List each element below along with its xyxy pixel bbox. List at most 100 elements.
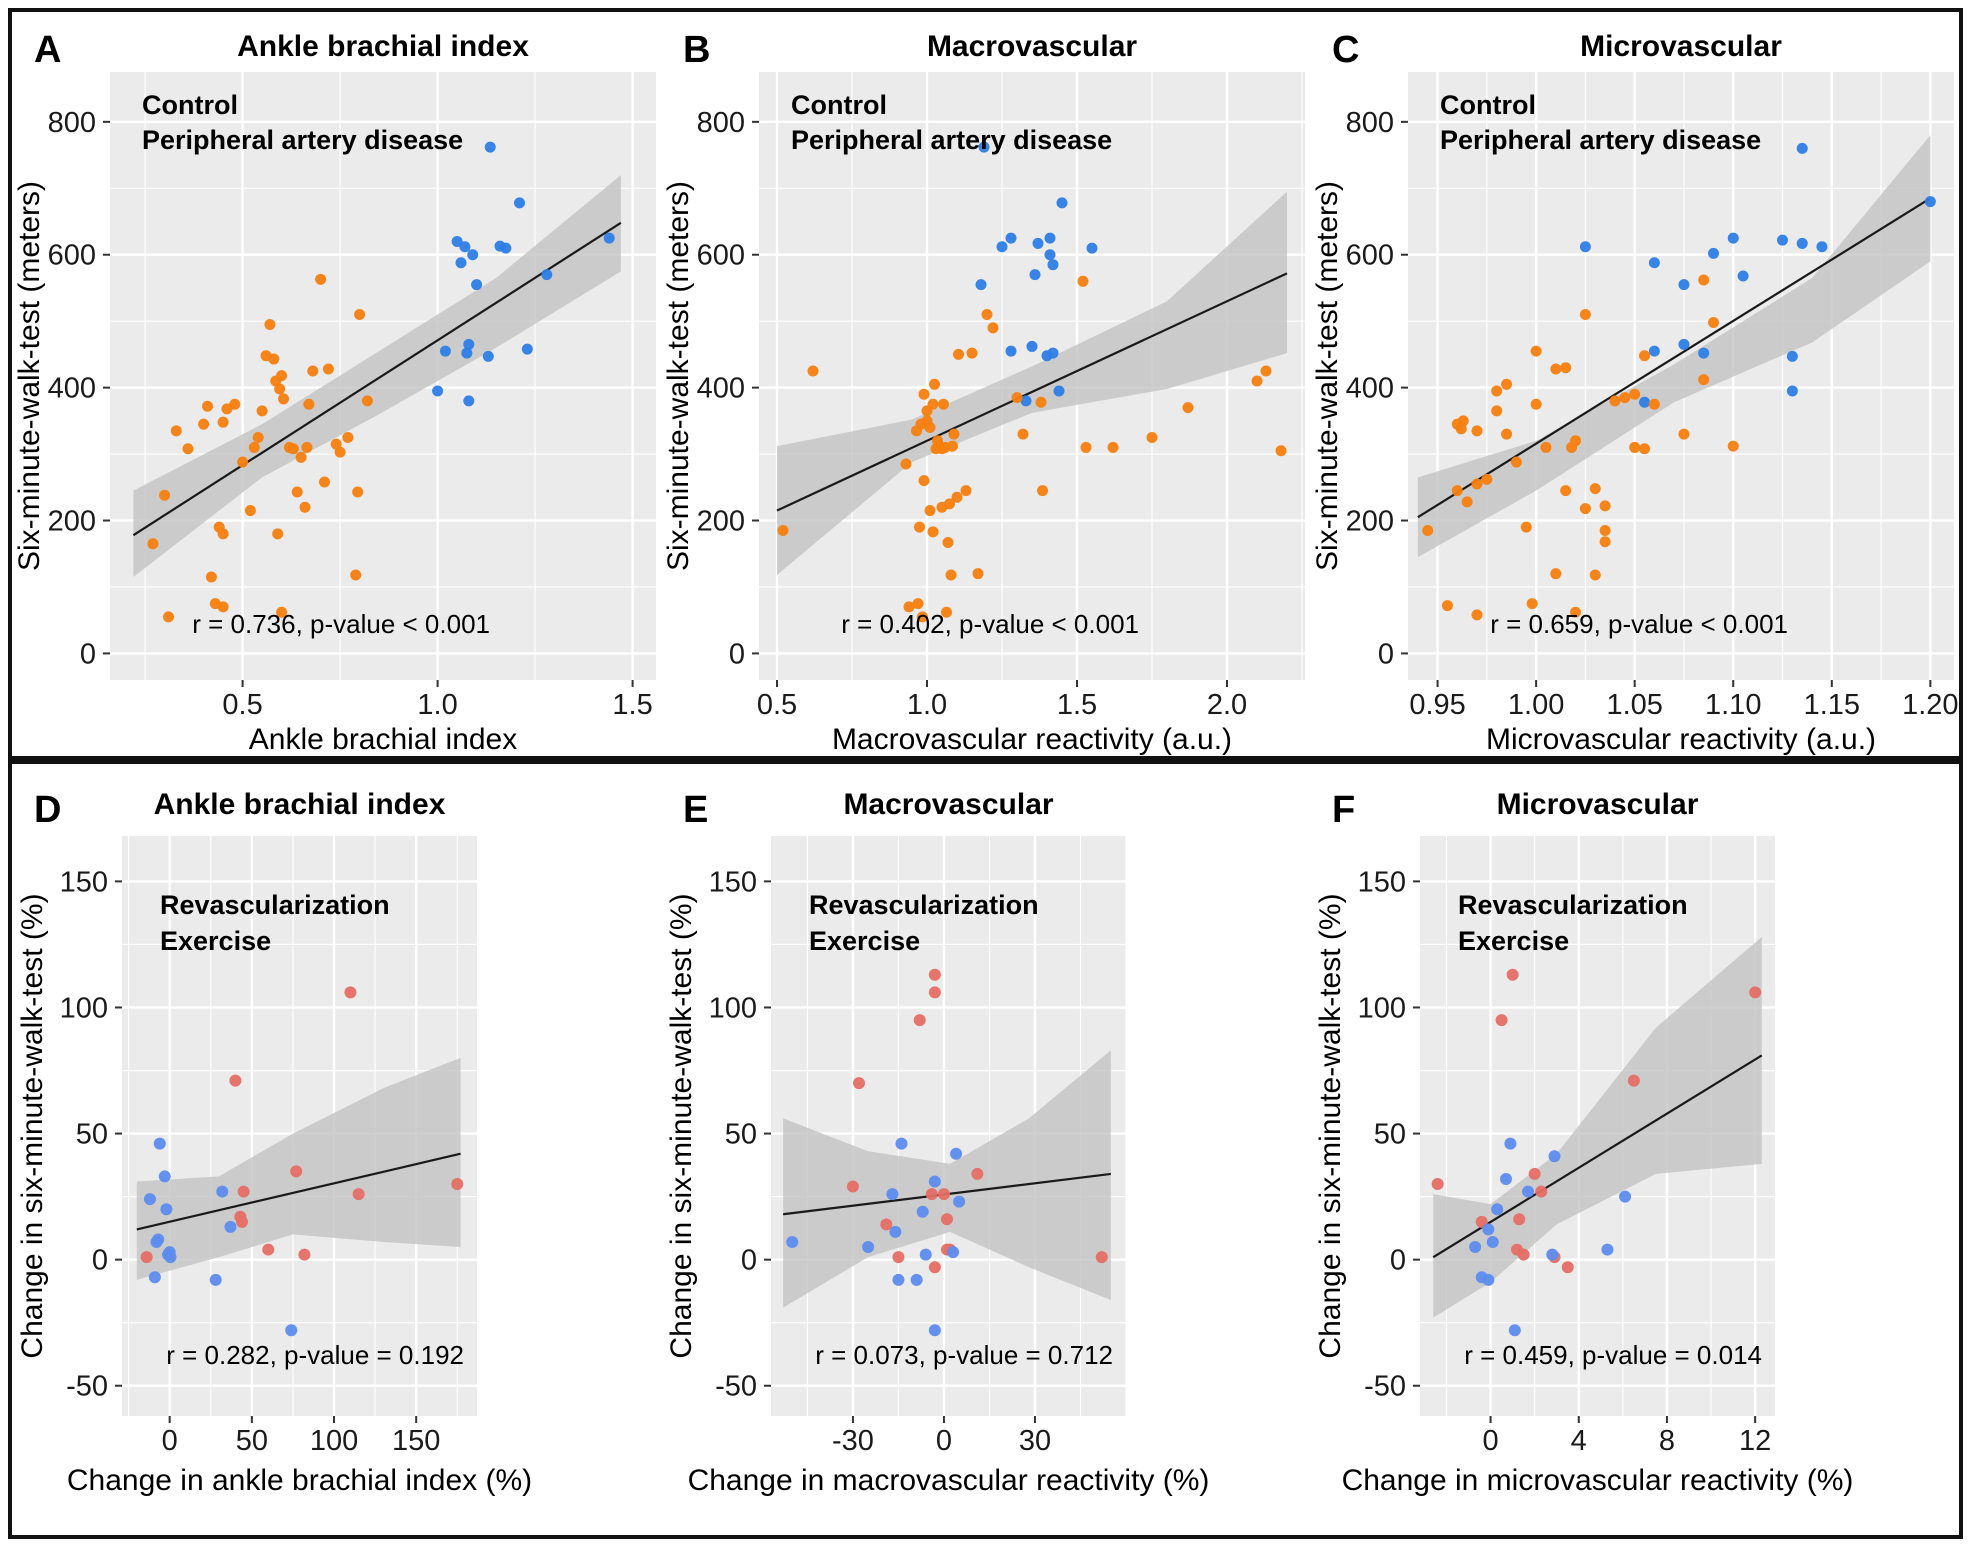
peripheral-artery-disease-point — [807, 365, 819, 377]
control-point — [1786, 385, 1798, 397]
control-point — [463, 395, 475, 407]
peripheral-artery-disease-point — [1017, 428, 1029, 440]
panel-E-chart: -30 0 30 -50 0 50 100 150 E Macrovascular Change i… — [665, 788, 1209, 1497]
panel-title: Microvascular — [1580, 30, 1782, 63]
y-axis-label: Change in six-minute-walk-test (%) — [665, 893, 698, 1358]
peripheral-artery-disease-point — [1589, 483, 1601, 495]
x-tick-label: 1.5 — [612, 689, 652, 721]
regression-line — [776, 272, 1288, 512]
x-tick-label: 1.10 — [1705, 689, 1761, 721]
exercise-point — [1504, 1137, 1517, 1150]
peripheral-artery-disease-point — [1550, 568, 1562, 580]
exercise-point — [285, 1324, 298, 1337]
peripheral-artery-disease-point — [248, 441, 260, 453]
peripheral-artery-disease-point — [299, 501, 311, 513]
x-tick-label: 0.5 — [222, 689, 262, 721]
exercise-point — [895, 1137, 908, 1150]
y-tick-label: 0 — [729, 638, 745, 670]
series-exercise — [786, 1137, 966, 1337]
control-point — [1698, 347, 1710, 359]
revascularization-point — [892, 1251, 905, 1264]
legend-control: Control — [142, 90, 238, 120]
legend-exercise: Exercise — [160, 926, 271, 956]
exercise-point — [889, 1225, 902, 1238]
panel-letter: D — [34, 789, 61, 831]
y-tick-label: 600 — [697, 240, 745, 272]
exercise-point — [1601, 1243, 1614, 1256]
series-control — [975, 141, 1098, 407]
x-tick-label: 1.5 — [1057, 689, 1097, 721]
legend-control: Control — [791, 90, 887, 120]
exercise-point — [209, 1273, 222, 1286]
peripheral-artery-disease-point — [924, 421, 936, 433]
peripheral-artery-disease-point — [900, 458, 912, 470]
control-point — [1026, 340, 1038, 352]
peripheral-artery-disease-point — [1629, 441, 1641, 453]
exercise-point — [1619, 1190, 1632, 1203]
exercise-point — [164, 1251, 177, 1264]
y-tick-label: 150 — [1358, 866, 1406, 898]
control-point — [451, 235, 463, 247]
peripheral-artery-disease-point — [268, 353, 280, 365]
x-tick-label: 0.95 — [1409, 689, 1465, 721]
peripheral-artery-disease-point — [1648, 398, 1660, 410]
y-tick-label: 800 — [1346, 107, 1394, 139]
peripheral-artery-disease-point — [1526, 598, 1538, 610]
legend-peripheral-artery-disease: Peripheral artery disease — [1440, 125, 1761, 155]
peripheral-artery-disease-point — [1422, 524, 1434, 536]
peripheral-artery-disease-point — [1481, 473, 1493, 485]
peripheral-artery-disease-point — [1727, 440, 1739, 452]
peripheral-artery-disease-point — [948, 428, 960, 440]
peripheral-artery-disease-point — [1708, 317, 1720, 329]
peripheral-artery-disease-point — [953, 348, 964, 360]
peripheral-artery-disease-point — [1471, 478, 1483, 490]
y-axis-label: Six-minute-walk-test (meters) — [662, 181, 695, 571]
y-tick-label: 400 — [697, 373, 745, 405]
revascularization-point — [937, 1188, 950, 1201]
peripheral-artery-disease-point — [1609, 395, 1621, 407]
series-exercise — [1469, 1137, 1632, 1337]
x-axis-label: Change in microvascular reactivity (%) — [1342, 1464, 1854, 1497]
axis-ticks — [1401, 120, 1932, 687]
control-point — [1005, 232, 1017, 244]
y-tick-label: 400 — [48, 373, 96, 405]
x-tick-label: 1.0 — [417, 689, 457, 721]
control-point — [1796, 142, 1808, 154]
peripheral-artery-disease-point — [1599, 500, 1611, 512]
axis-ticks — [764, 880, 1036, 1423]
peripheral-artery-disease-point — [1491, 385, 1503, 397]
revascularization-point — [1627, 1074, 1640, 1087]
panel-F-chart: 0 4 8 12 -50 0 50 100 150 F Microvascular Change in… — [1314, 788, 1854, 1497]
major-gridlines — [771, 836, 1126, 1416]
y-tick-label: 50 — [1374, 1119, 1406, 1151]
x-tick-label: 12 — [1739, 1425, 1771, 1457]
control-point — [1086, 242, 1098, 254]
peripheral-artery-disease-point — [1037, 485, 1048, 497]
exercise-point — [158, 1170, 171, 1183]
peripheral-artery-disease-point — [217, 528, 229, 540]
control-point — [1020, 395, 1032, 407]
peripheral-artery-disease-point — [941, 606, 952, 618]
revascularization-point — [229, 1074, 242, 1087]
x-axis-label: Macrovascular reactivity (a.u.) — [832, 723, 1232, 756]
peripheral-artery-disease-point — [182, 443, 194, 455]
panel-letter: F — [1332, 789, 1355, 831]
exercise-point — [1522, 1185, 1535, 1198]
series-exercise — [143, 1137, 298, 1337]
peripheral-artery-disease-point — [1011, 392, 1023, 404]
peripheral-artery-disease-point — [918, 388, 930, 400]
correlation-annotation: r = 0.402, p-value < 0.001 — [841, 609, 1139, 639]
peripheral-artery-disease-point — [1077, 275, 1089, 287]
peripheral-artery-disease-point — [927, 526, 939, 538]
control-point — [1708, 247, 1720, 259]
revascularization-point — [344, 986, 357, 999]
peripheral-artery-disease-point — [1678, 428, 1690, 440]
major-gridlines — [1408, 72, 1954, 680]
exercise-point — [950, 1147, 963, 1160]
peripheral-artery-disease-point — [287, 443, 299, 455]
peripheral-artery-disease-point — [1182, 402, 1194, 414]
peripheral-artery-disease-point — [1619, 392, 1631, 404]
series-revascularization — [140, 986, 464, 1264]
regression-line — [136, 1152, 461, 1231]
y-axis-label: Six-minute-walk-test (meters) — [13, 181, 46, 571]
